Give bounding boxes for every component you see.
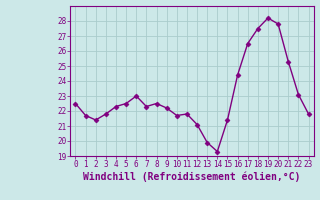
X-axis label: Windchill (Refroidissement éolien,°C): Windchill (Refroidissement éolien,°C) — [83, 172, 301, 182]
